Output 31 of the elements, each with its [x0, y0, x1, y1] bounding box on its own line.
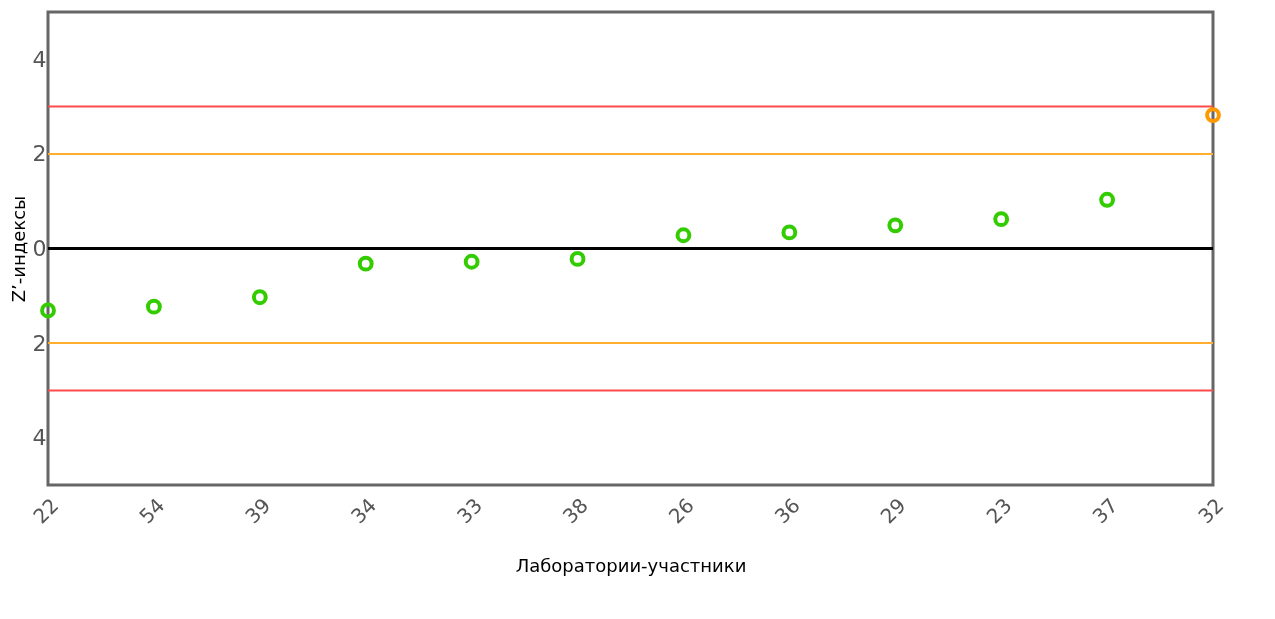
x-tick-label: 34 — [346, 493, 382, 529]
point — [145, 298, 162, 315]
x-axis-title: Лаборатории-участники — [515, 554, 747, 576]
y-tick-label: 4 — [32, 46, 47, 72]
point — [463, 253, 480, 270]
point — [357, 255, 374, 272]
x-tick-label: 29 — [875, 493, 911, 529]
y-tick-label: 4 — [32, 425, 47, 451]
x-tick-label: 36 — [769, 493, 805, 529]
point — [1099, 191, 1116, 208]
y-axis-title: Z’-индексы — [7, 195, 29, 303]
point — [251, 289, 268, 306]
point — [675, 227, 692, 244]
x-tick-label: 22 — [28, 493, 64, 529]
x-tick-label: 37 — [1087, 493, 1123, 529]
point — [569, 251, 586, 267]
point — [1205, 107, 1221, 124]
x-tick-label: 32 — [1193, 493, 1229, 529]
point — [40, 302, 56, 319]
y-tick-label: 0 — [32, 236, 47, 261]
x-tick-label: 33 — [452, 493, 487, 529]
x-tick-label: 26 — [663, 493, 699, 529]
x-tick-label: 23 — [981, 493, 1017, 529]
x-tick-label: 38 — [557, 493, 593, 529]
x-tick-label: 39 — [240, 493, 276, 529]
y-tick-label: 2 — [32, 141, 47, 167]
y-tick-label: 2 — [32, 330, 47, 356]
point — [993, 211, 1010, 228]
point — [781, 224, 798, 241]
x-tick-label: 54 — [134, 493, 170, 529]
point — [887, 217, 904, 234]
